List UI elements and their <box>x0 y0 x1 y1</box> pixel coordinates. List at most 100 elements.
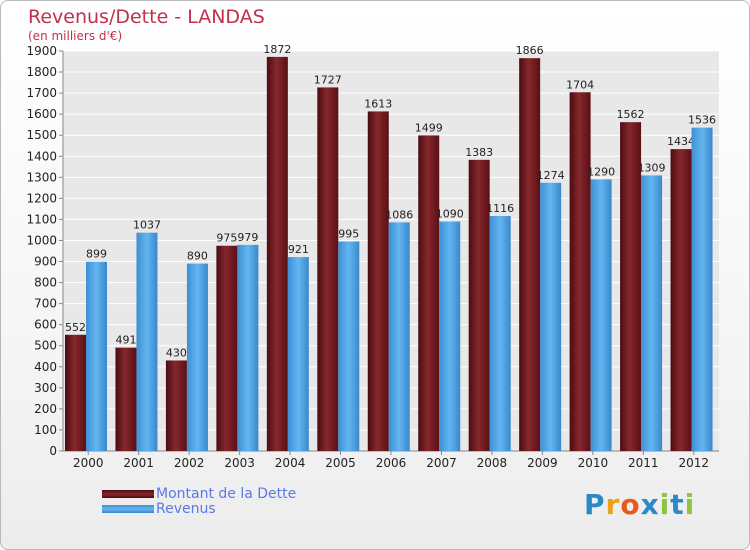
proxiti-logo: Proxiti <box>584 488 695 521</box>
data-label-revenue-2002: 890 <box>187 250 208 263</box>
logo-letter: o <box>620 488 641 521</box>
y-tick-label: 1000 <box>26 233 57 247</box>
x-tick-label-2009: 2009 <box>527 456 558 470</box>
bar-revenue-2008 <box>489 216 511 451</box>
bar-revenue-2009 <box>540 182 562 451</box>
legend-label-debt: Montant de la Dette <box>156 486 297 502</box>
y-tick-label: 600 <box>34 318 57 332</box>
x-tick-label-2006: 2006 <box>376 456 407 470</box>
legend-swatch-revenue <box>102 505 154 513</box>
data-label-debt-2005: 1727 <box>314 73 342 86</box>
y-tick-label: 300 <box>34 381 57 395</box>
data-label-revenue-2000: 899 <box>86 248 107 261</box>
x-tick-label-2010: 2010 <box>578 456 609 470</box>
data-label-revenue-2011: 1309 <box>638 161 666 174</box>
data-label-debt-2001: 491 <box>115 334 136 347</box>
y-tick-label: 1700 <box>26 86 57 100</box>
bar-revenue-2004 <box>287 257 309 451</box>
data-label-revenue-2008: 1116 <box>486 202 514 215</box>
bar-debt-2012 <box>670 149 692 451</box>
y-tick-label: 1800 <box>26 65 57 79</box>
bar-revenue-2000 <box>86 261 107 451</box>
bar-revenue-2006 <box>388 222 410 451</box>
bar-debt-2005 <box>317 87 339 451</box>
x-tick-label-2001: 2001 <box>123 456 154 470</box>
data-label-debt-2012: 1434 <box>667 135 695 148</box>
x-tick-label-2011: 2011 <box>628 456 659 470</box>
data-label-debt-2009: 1866 <box>516 44 544 57</box>
y-tick-label: 200 <box>34 402 57 416</box>
bar-revenue-2010 <box>590 179 612 451</box>
x-tick-label-2005: 2005 <box>325 456 356 470</box>
bar-revenue-2002 <box>186 263 208 451</box>
data-label-revenue-2007: 1090 <box>436 208 464 221</box>
data-label-revenue-2009: 1274 <box>537 169 565 182</box>
bar-debt-2006 <box>367 111 389 451</box>
y-tick-label: 1400 <box>26 149 57 163</box>
y-tick-label: 900 <box>34 255 57 269</box>
chart-subtitle: (en milliers d'€) <box>28 29 123 43</box>
data-label-debt-2004: 1872 <box>263 43 291 56</box>
x-tick-label-2004: 2004 <box>275 456 306 470</box>
y-tick-label: 1300 <box>26 170 57 184</box>
x-tick-label-2002: 2002 <box>174 456 205 470</box>
y-tick-label: 1600 <box>26 107 57 121</box>
bar-debt-2009 <box>519 58 541 451</box>
bar-debt-2002 <box>165 360 187 451</box>
bar-debt-2010 <box>569 92 591 452</box>
y-tick-label: 1500 <box>26 128 57 142</box>
logo-letter: t <box>670 488 685 521</box>
bar-revenue-2007 <box>439 221 461 451</box>
data-label-debt-2010: 1704 <box>566 78 594 91</box>
data-label-debt-2002: 430 <box>166 346 187 359</box>
y-tick-label: 500 <box>34 339 57 353</box>
data-label-revenue-2001: 1037 <box>133 219 161 232</box>
x-tick-label-2003: 2003 <box>224 456 255 470</box>
bar-debt-2003 <box>216 245 238 451</box>
data-label-revenue-2003: 979 <box>237 231 258 244</box>
legend-label-revenue: Revenus <box>156 501 216 517</box>
bar-debt-2008 <box>468 159 490 451</box>
x-tick-label-2008: 2008 <box>477 456 508 470</box>
bar-revenue-2005 <box>338 241 360 451</box>
data-label-revenue-2010: 1290 <box>587 165 615 178</box>
x-tick-label-2012: 2012 <box>678 456 709 470</box>
y-tick-label: 1100 <box>26 212 57 226</box>
logo-letter: P <box>584 488 606 521</box>
bar-revenue-2012 <box>691 127 713 451</box>
data-label-revenue-2005: 995 <box>338 228 359 241</box>
y-tick-label: 700 <box>34 297 57 311</box>
y-tick-label: 100 <box>34 423 57 437</box>
data-label-debt-2003: 975 <box>216 232 237 245</box>
y-tick-label: 400 <box>34 360 57 374</box>
logo-letter: r <box>605 488 621 521</box>
data-label-revenue-2006: 1086 <box>385 208 413 221</box>
logo-letter: x <box>640 488 660 521</box>
bar-debt-2001 <box>115 347 137 451</box>
bar-revenue-2011 <box>641 175 663 451</box>
data-label-debt-2011: 1562 <box>617 108 645 121</box>
data-label-debt-2008: 1383 <box>465 146 493 159</box>
y-tick-label: 0 <box>49 444 57 458</box>
bar-revenue-2003 <box>237 244 259 451</box>
logo-letter: i <box>659 488 671 521</box>
data-label-debt-2006: 1613 <box>364 97 392 110</box>
data-label-debt-2007: 1499 <box>415 121 443 134</box>
y-tick-label: 800 <box>34 276 57 290</box>
bar-revenue-2001 <box>136 232 158 451</box>
bar-debt-2004 <box>266 56 288 451</box>
bar-debt-2011 <box>620 122 642 451</box>
y-tick-label: 1200 <box>26 191 57 205</box>
x-tick-label-2000: 2000 <box>73 456 104 470</box>
data-label-debt-2000: 552 <box>65 321 86 334</box>
bar-debt-2000 <box>65 334 86 451</box>
legend-swatch-debt <box>102 490 154 498</box>
data-label-revenue-2012: 1536 <box>688 114 716 127</box>
bar-debt-2007 <box>418 135 440 451</box>
y-tick-label: 1900 <box>26 44 57 58</box>
logo-letter: i <box>684 488 696 521</box>
x-tick-label-2007: 2007 <box>426 456 457 470</box>
data-label-revenue-2004: 921 <box>288 243 309 256</box>
